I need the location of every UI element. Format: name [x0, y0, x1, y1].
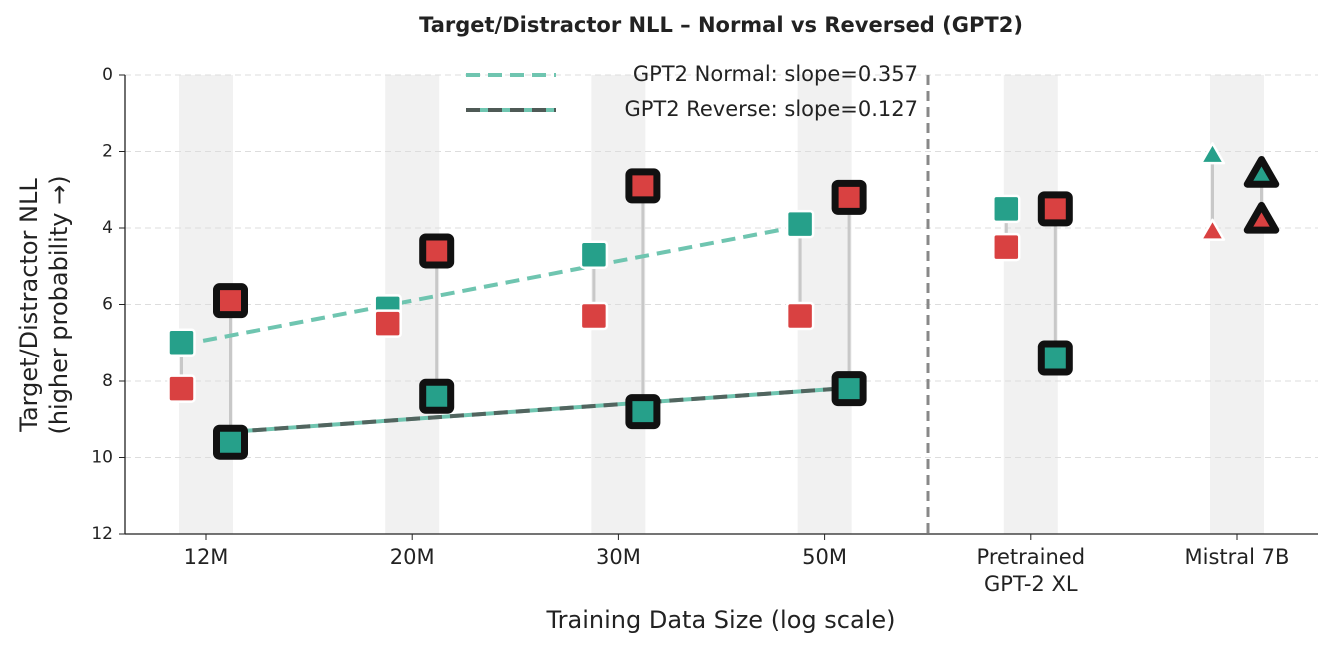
marker	[831, 371, 867, 407]
marker	[213, 283, 248, 319]
x-axis-label: Training Data Size (log scale)	[546, 606, 896, 634]
marker	[1243, 201, 1280, 234]
marker	[625, 394, 661, 430]
marker	[785, 301, 815, 331]
legend-label: GPT2 Reverse: slope=0.127	[624, 97, 918, 121]
marker	[419, 233, 455, 269]
y-tick-label: 8	[102, 371, 113, 391]
marker	[167, 328, 196, 357]
marker	[419, 378, 455, 414]
x-tick-label: 20M	[389, 545, 435, 569]
x-tick-label: Pretrained GPT-2 XL	[976, 545, 1086, 596]
y-tick-label: 4	[102, 218, 113, 238]
marker	[1199, 142, 1226, 165]
marker	[1243, 155, 1280, 188]
marker	[831, 179, 867, 215]
marker	[373, 309, 402, 338]
x-tick-label: 50M	[802, 545, 848, 569]
x-tick-label: 30M	[595, 545, 641, 569]
marker	[579, 301, 609, 331]
marker	[1037, 340, 1073, 376]
y-tick-label: 0	[102, 65, 113, 85]
legend-label: GPT2 Normal: slope=0.357	[633, 62, 918, 86]
marker	[625, 168, 661, 204]
chart-title: Target/Distractor NLL – Normal vs Revers…	[419, 13, 1023, 37]
y-axis-label: (higher probability →)	[45, 175, 73, 434]
marker	[167, 374, 196, 403]
y-tick-label: 10	[91, 448, 113, 468]
trend-line	[181, 224, 801, 348]
y-tick-label: 12	[91, 524, 113, 544]
marker	[1037, 191, 1073, 227]
x-tick-label: Mistral 7B	[1184, 545, 1290, 569]
marker	[992, 232, 1021, 262]
y-axis-label: Target/Distractor NLL	[15, 178, 43, 433]
marker	[992, 194, 1021, 224]
y-tick-label: 2	[102, 142, 113, 162]
y-tick-label: 6	[102, 295, 113, 315]
marker	[1199, 218, 1226, 241]
marker	[213, 424, 248, 460]
trend-line	[230, 385, 850, 434]
marker	[785, 209, 815, 239]
marker	[579, 240, 609, 270]
x-tick-label: 12M	[183, 545, 229, 569]
